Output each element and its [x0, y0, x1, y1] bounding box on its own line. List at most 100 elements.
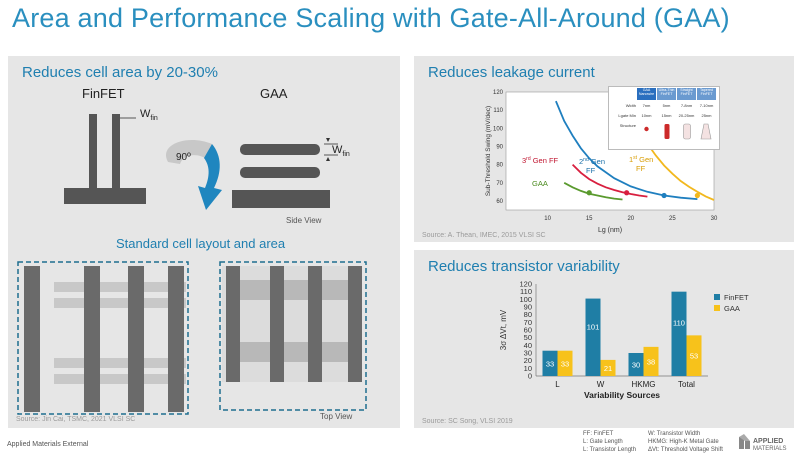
bar-finfet — [671, 291, 687, 376]
cell-area-panel: Reduces cell area by 20-30% FinFET GAA W… — [8, 56, 400, 428]
series-line — [563, 182, 623, 201]
finfet-vs-gaa-diagram — [64, 114, 338, 210]
y-tick-label: 120 — [493, 90, 504, 96]
finfet-label: FinFET — [82, 86, 125, 101]
series-marker — [624, 190, 630, 196]
label-1st-gen-line2: FF — [636, 164, 646, 173]
y-tick-label: 110 — [493, 108, 503, 114]
bar-finfet — [628, 353, 644, 376]
label-gaa: GAA — [532, 179, 548, 188]
y-tick-label: 90 — [496, 144, 503, 150]
bar-value-label: 33 — [546, 359, 554, 368]
page-title: Area and Performance Scaling with Gate-A… — [12, 3, 730, 33]
applied-materials-logo: APPLIED MATERIALS — [739, 434, 787, 452]
bar-value-label: 101 — [587, 323, 600, 332]
y-tick-label: 40 — [524, 341, 532, 350]
y-tick-label: 110 — [520, 287, 532, 296]
bar-gaa — [643, 346, 659, 376]
gaa-layout — [219, 261, 367, 411]
top-view-label: Top View — [320, 412, 353, 421]
finfet-fin-right — [112, 114, 120, 190]
y-tick-label: 100 — [493, 126, 504, 132]
inset-cell: 20-25nm — [678, 113, 695, 118]
category-label: Total — [678, 380, 695, 389]
variability-source: Source: SC Song, VLSI 2019 — [422, 418, 513, 425]
footer-classification: Applied Materials External — [7, 441, 89, 448]
category-label: HKMG — [632, 380, 656, 389]
wfin-label-gaa: Wfin — [332, 144, 350, 159]
y-tick-label: 20 — [524, 356, 532, 365]
y-tick-label: 60 — [524, 326, 532, 335]
bar-value-label: 21 — [604, 364, 612, 373]
inset-col-header: Ultra-Thin FinFET — [657, 88, 676, 100]
category-label: W — [597, 380, 605, 389]
series-line — [571, 163, 648, 198]
abbr-col-1: FF: FinFET L: Gate Length L: Transistor Le… — [583, 431, 637, 453]
inset-col-header: Tapered FinFET — [697, 88, 716, 100]
bar-value-label: 110 — [673, 318, 685, 327]
x-axis-label: Variability Sources — [584, 390, 660, 400]
inset-structures — [644, 123, 712, 140]
y-tick-label: 80 — [496, 163, 503, 169]
bar-value-label: 33 — [561, 359, 569, 368]
bar-gaa — [686, 335, 702, 376]
layout-title: Standard cell layout and area — [116, 236, 286, 251]
y-tick-label: 100 — [519, 295, 532, 304]
y-axis-label: 3σ ΔVt, mV — [499, 309, 508, 350]
gaa-sheet-bottom — [240, 167, 320, 178]
y-tick-label: 30 — [524, 349, 532, 358]
gaa-label: GAA — [260, 86, 288, 101]
label-2nd-gen-line2: FF — [586, 166, 596, 175]
finfet-layout — [17, 261, 189, 415]
legend-swatch — [714, 305, 720, 311]
y-tick-label: 10 — [524, 364, 532, 373]
y-tick-label: 60 — [496, 199, 503, 205]
bar-finfet — [542, 350, 558, 376]
structure-nanowire — [644, 126, 649, 132]
leakage-title: Reduces leakage current — [428, 64, 595, 81]
leakage-chart: 10 15 20 25 30 60 70 80 90 100 110 120 Lg (nm) Sub-Th… — [485, 90, 718, 234]
y-tick-label: 90 — [524, 303, 532, 312]
abbr-col-2: W: Transistor Width HKMG: High-K Metal Ga… — [648, 431, 723, 453]
bar-gaa — [600, 359, 616, 376]
inset-cell: 15nm — [661, 113, 672, 118]
rotation-label: 90º — [176, 152, 191, 163]
y-tick-label: 70 — [496, 181, 503, 187]
variability-panel: Reduces transistor variability 0 10 20 30 40… — [414, 250, 794, 428]
gaa-sheet-top — [240, 144, 320, 155]
legend-label: GAA — [724, 304, 740, 313]
x-tick-label: 20 — [627, 216, 634, 222]
cell-area-title: Reduces cell area by 20-30% — [22, 64, 218, 81]
inset-cell: 7-10nm — [699, 103, 714, 108]
label-2nd-gen-line1: 2nd Gen — [579, 157, 605, 166]
inset-cell: 7nm — [642, 103, 651, 108]
y-tick-label: 120 — [519, 280, 532, 289]
structure-tapered-fin — [700, 123, 712, 140]
legend-swatch — [714, 294, 720, 300]
rotation-arrow-icon — [166, 140, 222, 210]
x-tick-label: 30 — [711, 216, 718, 222]
structure-straight-fin — [683, 123, 691, 140]
leakage-source: Source: A. Thean, IMEC, 2015 VLSI SC — [422, 232, 546, 239]
bar-value-label: 30 — [632, 361, 640, 370]
variability-title: Reduces transistor variability — [428, 258, 620, 275]
x-axis-label: Lg (nm) — [598, 227, 622, 234]
cell-layout-diagram — [17, 261, 367, 415]
inset-cell: 10nm — [641, 113, 652, 118]
x-tick-label: 25 — [669, 216, 676, 222]
side-view-label: Side View — [286, 216, 322, 225]
series-marker — [694, 192, 700, 199]
svg-text:APPLIED: APPLIED — [753, 438, 783, 445]
finfet-fin-left — [89, 114, 97, 190]
gaa-substrate — [232, 190, 330, 208]
label-1st-gen-line1: 1st Gen — [629, 155, 653, 164]
inset-col-header: Straight FinFET — [677, 88, 696, 100]
svg-text:MATERIALS: MATERIALS — [753, 446, 787, 452]
y-tick-label: 0 — [528, 372, 532, 381]
leakage-panel: Reduces leakage current 10 15 20 25 30 60 70 80… — [414, 56, 794, 242]
x-tick-label: 10 — [544, 216, 551, 222]
bar-finfet — [585, 298, 601, 376]
y-tick-label: 70 — [524, 318, 532, 327]
y-axis-label: Sub-Threshold Swing (mV/dec) — [485, 106, 492, 196]
